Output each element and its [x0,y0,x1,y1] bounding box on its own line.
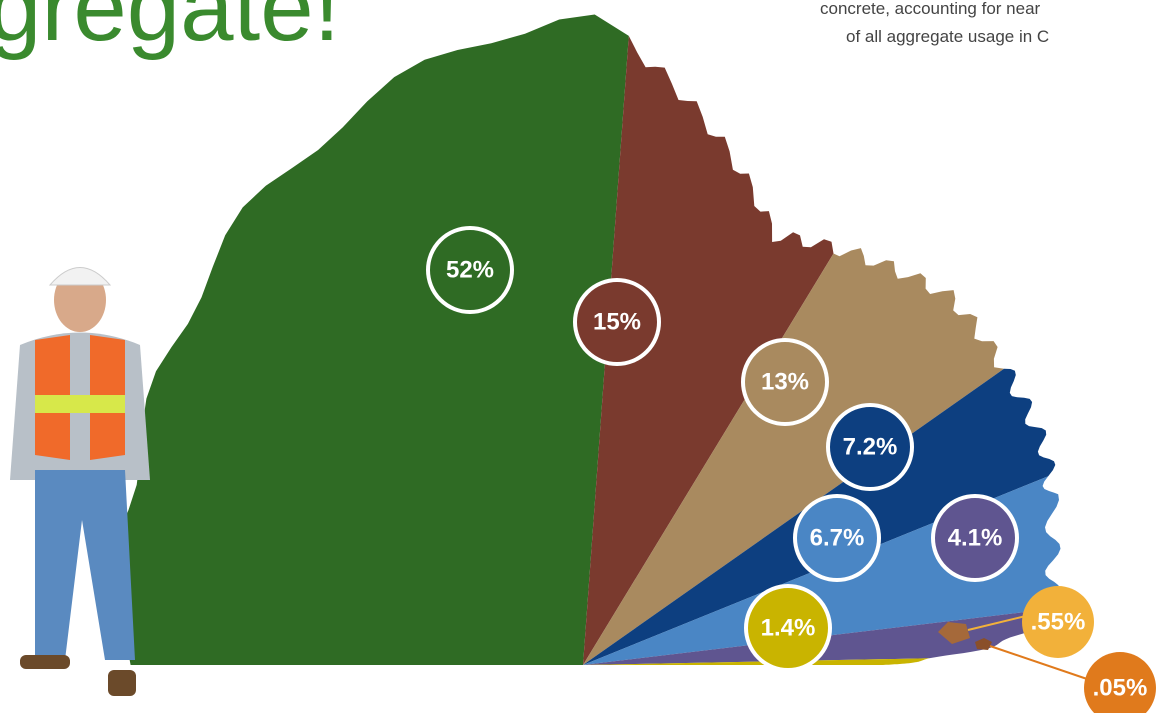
worker-jeans [35,470,135,660]
worker [10,267,150,696]
value-label: 13% [761,369,809,396]
leader-line [967,614,1031,631]
label-bubble [793,494,881,582]
pile-wedge [583,658,930,665]
value-label: 4.1% [948,525,1003,552]
label-bubble [741,338,829,426]
value-label: .05% [1093,675,1148,702]
label-bubble [931,494,1019,582]
pile-wedge [110,14,629,665]
value-label: 6.7% [810,525,865,552]
annotation: concrete, accounting for near [820,0,1041,18]
value-label: 1.4% [761,615,816,642]
worker-vest [35,335,125,460]
label-bubble [1084,652,1156,713]
label-bubble [744,584,832,672]
pile-wedge [583,35,834,665]
leader-line [989,645,1091,681]
rock [975,638,992,650]
pile-wedge [583,248,1004,665]
worker-boot [20,655,70,669]
value-label: .55% [1031,609,1086,636]
value-label: 52% [446,257,494,284]
annotation: of all aggregate usage in C [846,27,1049,46]
worker-stripe [35,395,125,413]
chart-title: gregate! [0,0,340,61]
value-label: 7.2% [843,434,898,461]
label-bubble [573,278,661,366]
label-bubble [1022,586,1094,658]
value-label: 15% [593,309,641,336]
worker-boot [108,670,136,696]
label-bubble [826,403,914,491]
rock [938,622,970,644]
worker-hat [48,267,112,286]
label-bubble [426,226,514,314]
